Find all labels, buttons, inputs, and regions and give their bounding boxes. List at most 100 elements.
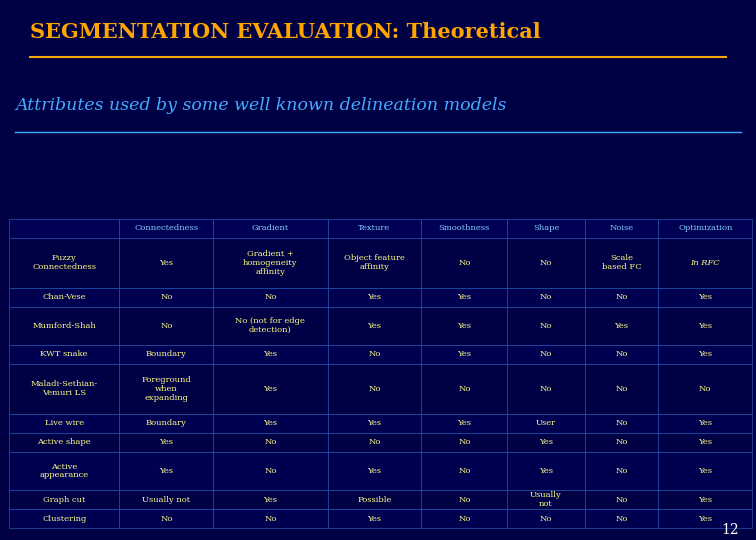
Bar <box>213 433 327 452</box>
Bar <box>119 288 213 307</box>
Text: Smoothness: Smoothness <box>438 224 490 232</box>
Text: Noise: Noise <box>609 224 634 232</box>
Text: No (not for edge
detection): No (not for edge detection) <box>235 318 305 334</box>
Text: No: No <box>368 385 381 393</box>
Bar <box>213 345 327 364</box>
Text: No: No <box>540 293 552 301</box>
Text: No: No <box>264 467 277 475</box>
Bar <box>422 509 507 528</box>
Bar <box>658 219 752 238</box>
Text: Yes: Yes <box>699 420 712 427</box>
Text: Texture: Texture <box>358 224 391 232</box>
Text: Boundary: Boundary <box>146 420 187 427</box>
Bar <box>9 490 119 509</box>
Text: No: No <box>160 515 172 523</box>
Bar <box>327 452 422 490</box>
Text: No: No <box>540 385 552 393</box>
Text: Gradient: Gradient <box>252 224 289 232</box>
Text: In RFC: In RFC <box>690 259 720 267</box>
Bar <box>585 452 658 490</box>
Text: No: No <box>264 515 277 523</box>
Text: No: No <box>264 293 277 301</box>
Bar <box>507 509 585 528</box>
Bar <box>119 364 213 414</box>
Text: Yes: Yes <box>699 322 712 330</box>
Bar <box>422 490 507 509</box>
Bar <box>119 414 213 433</box>
Text: Possible: Possible <box>358 496 392 504</box>
Text: Yes: Yes <box>367 420 382 427</box>
Bar <box>9 345 119 364</box>
Text: Maladi-Sethian-
Vemuri LS: Maladi-Sethian- Vemuri LS <box>30 381 98 397</box>
Bar <box>507 414 585 433</box>
Bar <box>213 288 327 307</box>
Text: Yes: Yes <box>699 350 712 359</box>
Bar <box>327 414 422 433</box>
Text: No: No <box>160 293 172 301</box>
Bar <box>658 364 752 414</box>
Text: Yes: Yes <box>160 438 173 447</box>
Bar <box>422 433 507 452</box>
Text: Yes: Yes <box>263 496 277 504</box>
Text: Yes: Yes <box>699 515 712 523</box>
Bar <box>9 509 119 528</box>
Bar <box>658 307 752 345</box>
Bar <box>119 452 213 490</box>
Bar <box>9 307 119 345</box>
Text: Yes: Yes <box>699 496 712 504</box>
Bar <box>119 509 213 528</box>
Bar <box>213 509 327 528</box>
Bar <box>422 364 507 414</box>
Text: No: No <box>540 515 552 523</box>
Bar <box>507 490 585 509</box>
Bar <box>507 345 585 364</box>
Bar <box>9 288 119 307</box>
Text: Yes: Yes <box>263 350 277 359</box>
Bar <box>507 219 585 238</box>
Bar <box>213 490 327 509</box>
Bar <box>327 307 422 345</box>
Bar <box>585 490 658 509</box>
Bar <box>585 219 658 238</box>
Text: Active
appearance: Active appearance <box>39 463 88 480</box>
Text: No: No <box>458 259 470 267</box>
Text: Yes: Yes <box>457 293 471 301</box>
Text: No: No <box>458 438 470 447</box>
Text: 12: 12 <box>722 523 739 537</box>
Text: Optimization: Optimization <box>678 224 733 232</box>
Bar <box>585 433 658 452</box>
Text: Graph cut: Graph cut <box>43 496 85 504</box>
Bar <box>507 288 585 307</box>
Text: SEGMENTATION EVALUATION: Theoretical: SEGMENTATION EVALUATION: Theoretical <box>30 22 541 42</box>
Text: No: No <box>458 467 470 475</box>
Bar <box>9 414 119 433</box>
Bar <box>585 307 658 345</box>
Bar <box>9 238 119 288</box>
Text: Foreground
when
expanding: Foreground when expanding <box>141 376 191 402</box>
Text: Mumford-Shah: Mumford-Shah <box>33 322 96 330</box>
Text: Yes: Yes <box>699 467 712 475</box>
Text: Yes: Yes <box>160 259 173 267</box>
Bar <box>658 288 752 307</box>
Bar <box>9 452 119 490</box>
Text: Yes: Yes <box>699 293 712 301</box>
Text: No: No <box>540 259 552 267</box>
Bar <box>327 364 422 414</box>
Text: User: User <box>536 420 556 427</box>
Bar <box>507 307 585 345</box>
Bar <box>327 490 422 509</box>
Bar <box>658 238 752 288</box>
Bar <box>658 433 752 452</box>
Text: No: No <box>458 496 470 504</box>
Bar <box>9 433 119 452</box>
Bar <box>585 509 658 528</box>
Bar <box>119 433 213 452</box>
Bar <box>119 307 213 345</box>
Text: No: No <box>615 438 627 447</box>
Text: Yes: Yes <box>539 438 553 447</box>
Text: Yes: Yes <box>457 420 471 427</box>
Text: Object feature
affinity: Object feature affinity <box>344 254 405 271</box>
Bar <box>213 219 327 238</box>
Bar <box>658 452 752 490</box>
Bar <box>658 490 752 509</box>
